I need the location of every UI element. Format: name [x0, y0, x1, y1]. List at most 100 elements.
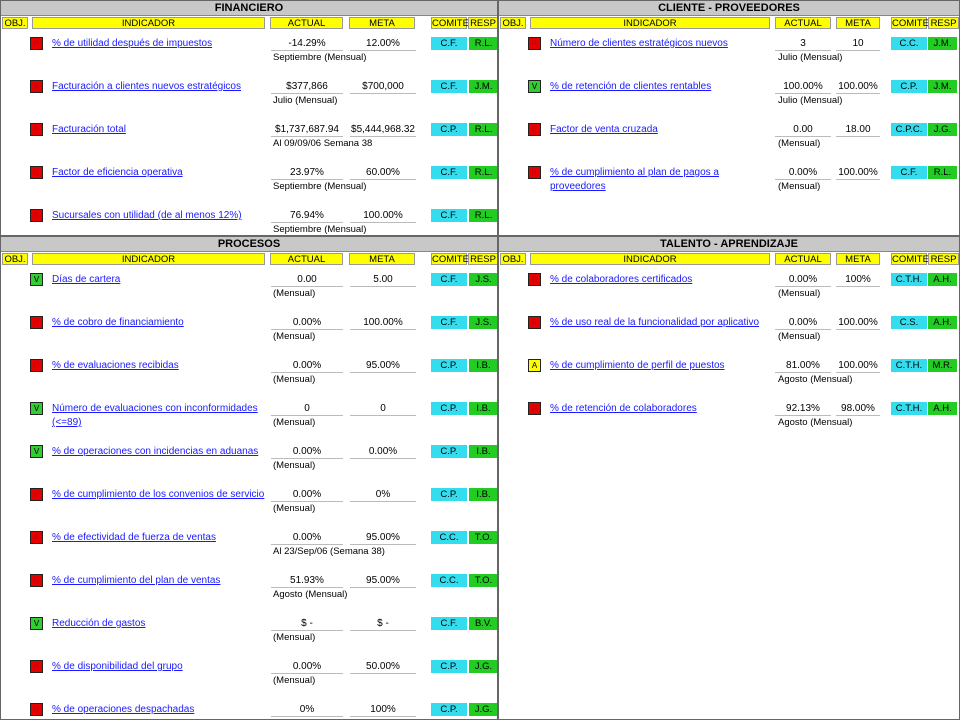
comite-badge: C.P.: [431, 488, 467, 501]
indicator-row: R % de cumplimiento de los convenios de s…: [1, 482, 497, 522]
resp-badge: R.L.: [469, 166, 497, 179]
status-flag-icon: R: [30, 488, 43, 501]
header-actual: ACTUAL: [775, 253, 831, 265]
status-flag-icon: A: [528, 359, 541, 372]
resp-badge: J.G.: [469, 660, 497, 673]
resp-badge: J.M.: [469, 80, 497, 93]
indicator-link[interactable]: Número de clientes estratégicos nuevos: [550, 38, 728, 49]
indicator-row: V % de retención de clientes rentables 100…: [499, 74, 959, 114]
indicator-link[interactable]: % de cumplimiento de perfil de puestos: [550, 360, 725, 371]
actual-value: $ -: [271, 617, 343, 631]
indicator-link[interactable]: % de efectividad de fuerza de ventas: [52, 532, 216, 543]
header-indicador: INDICADOR: [530, 253, 770, 265]
indicator-row: R % de retención de colaboradores 92.13% 98…: [499, 396, 959, 436]
actual-value: 92.13%: [775, 402, 831, 416]
comite-badge: C.T.H.: [891, 359, 927, 372]
meta-value: 18.00: [836, 123, 880, 137]
period-label: (Mensual): [778, 181, 821, 192]
actual-value: 0.00%: [271, 316, 343, 330]
meta-value: 12.00%: [350, 37, 416, 51]
comite-badge: C.T.H.: [891, 402, 927, 415]
meta-value: 60.00%: [350, 166, 416, 180]
indicator-link[interactable]: % de colaboradores certificados: [550, 274, 693, 285]
actual-value: 0.00%: [271, 488, 343, 502]
meta-value: 50.00%: [350, 660, 416, 674]
status-flag-icon: R: [30, 574, 43, 587]
header-indicador: INDICADOR: [530, 17, 770, 29]
status-flag-icon: V: [30, 402, 43, 415]
resp-badge: R.L.: [928, 166, 957, 179]
indicator-link[interactable]: % de cumplimiento de los convenios de se…: [52, 489, 265, 500]
indicator-link[interactable]: Reducción de gastos: [52, 618, 146, 629]
panel-procesos: PROCESOS OBJ. INDICADOR ACTUAL META COMI…: [0, 236, 498, 720]
meta-value: 10: [836, 37, 880, 51]
status-flag-icon: R: [30, 37, 43, 50]
panel-talento-aprendizaje: TALENTO - APRENDIZAJE OBJ. INDICADOR ACT…: [498, 236, 960, 720]
indicator-link[interactable]: % de evaluaciones recibidas: [52, 360, 179, 371]
indicator-link[interactable]: Días de cartera: [52, 274, 121, 285]
resp-badge: M.R.: [928, 359, 957, 372]
header-actual: ACTUAL: [775, 17, 831, 29]
indicator-link[interactable]: % de retención de clientes rentables: [550, 81, 712, 92]
indicator-link[interactable]: % de cobro de financiamiento: [52, 317, 184, 328]
meta-value: 0.00%: [350, 445, 416, 459]
actual-value: 0%: [271, 703, 343, 717]
comite-badge: C.P.: [891, 80, 927, 93]
comite-badge: C.P.C.: [891, 123, 927, 136]
indicator-link[interactable]: Número de evaluaciones con inconformidad…: [52, 403, 258, 428]
period-label: Septiembre (Mensual): [273, 52, 367, 63]
indicator-link[interactable]: Facturación a clientes nuevos estratégic…: [52, 81, 241, 92]
indicator-link[interactable]: % de uso real de la funcionalidad por ap…: [550, 317, 760, 328]
actual-value: 0.00%: [775, 166, 831, 180]
period-label: Septiembre (Mensual): [273, 224, 367, 235]
period-label: Agosto (Mensual): [778, 374, 853, 385]
meta-value: 100%: [350, 703, 416, 717]
indicator-row: R Facturación total $1,737,687.94 $5,444,96…: [1, 117, 497, 157]
panel-financiero: FINANCIERO OBJ. INDICADOR ACTUAL META CO…: [0, 0, 498, 236]
indicator-row: R Facturación a clientes nuevos estratégi…: [1, 74, 497, 114]
indicator-link[interactable]: Sucursales con utilidad (de al menos 12%…: [52, 210, 242, 221]
period-label: Al 09/09/06 Semana 38: [273, 138, 373, 149]
comite-badge: C.P.: [431, 660, 467, 673]
header-meta: META: [836, 17, 880, 29]
column-header: OBJ. INDICADOR ACTUAL META COMITE RESP: [499, 16, 959, 30]
indicator-link[interactable]: Factor de eficiencia operativa: [52, 167, 183, 178]
indicator-link[interactable]: % de retención de colaboradores: [550, 403, 697, 414]
status-flag-icon: V: [30, 273, 43, 286]
indicator-link[interactable]: % de cumplimiento al plan de pagos a pro…: [550, 167, 719, 192]
status-flag-icon: R: [30, 123, 43, 136]
indicator-link[interactable]: % de cumplimiento del plan de ventas: [52, 575, 221, 586]
actual-value: 3: [775, 37, 831, 51]
period-label: Julio (Mensual): [778, 95, 843, 106]
comite-badge: C.C.: [431, 531, 467, 544]
column-header: OBJ. INDICADOR ACTUAL META COMITE RESP: [1, 16, 497, 30]
header-indicador: INDICADOR: [32, 17, 265, 29]
panel-title: TALENTO - APRENDIZAJE: [499, 237, 959, 252]
indicator-link[interactable]: % de operaciones despachadas: [52, 704, 195, 715]
actual-value: 0: [271, 402, 343, 416]
meta-value: $700,000: [350, 80, 416, 94]
indicator-row: R % de disponibilidad del grupo 0.00% 50.00…: [1, 654, 497, 694]
actual-value: 0.00%: [775, 273, 831, 287]
indicator-link[interactable]: % de utilidad después de impuestos: [52, 38, 213, 49]
indicator-link[interactable]: % de operaciones con incidencias en adua…: [52, 446, 259, 457]
status-flag-icon: R: [30, 80, 43, 93]
indicator-link[interactable]: Facturación total: [52, 124, 126, 135]
indicator-link[interactable]: Factor de venta cruzada: [550, 124, 658, 135]
indicator-row: V Número de evaluaciones con inconformida…: [1, 396, 497, 436]
header-obj: OBJ.: [500, 17, 526, 29]
indicator-row: R % de cumplimiento del plan de ventas 51.…: [1, 568, 497, 608]
resp-badge: T.O.: [469, 531, 497, 544]
column-header: OBJ. INDICADOR ACTUAL META COMITE RESP: [499, 252, 959, 266]
panel-title: FINANCIERO: [1, 1, 497, 16]
actual-value: 0.00: [775, 123, 831, 137]
header-resp: RESP: [928, 253, 959, 265]
resp-badge: I.B.: [469, 402, 497, 415]
indicator-link[interactable]: % de disponibilidad del grupo: [52, 661, 183, 672]
status-flag-icon: R: [30, 531, 43, 544]
indicator-row: R % de operaciones despachadas 0% 100% (Mens…: [1, 697, 497, 719]
resp-badge: A.H.: [928, 402, 957, 415]
period-label: (Mensual): [273, 632, 316, 643]
actual-value: 0.00: [271, 273, 343, 287]
indicator-row: R % de uso real de la funcionalidad por a…: [499, 310, 959, 350]
